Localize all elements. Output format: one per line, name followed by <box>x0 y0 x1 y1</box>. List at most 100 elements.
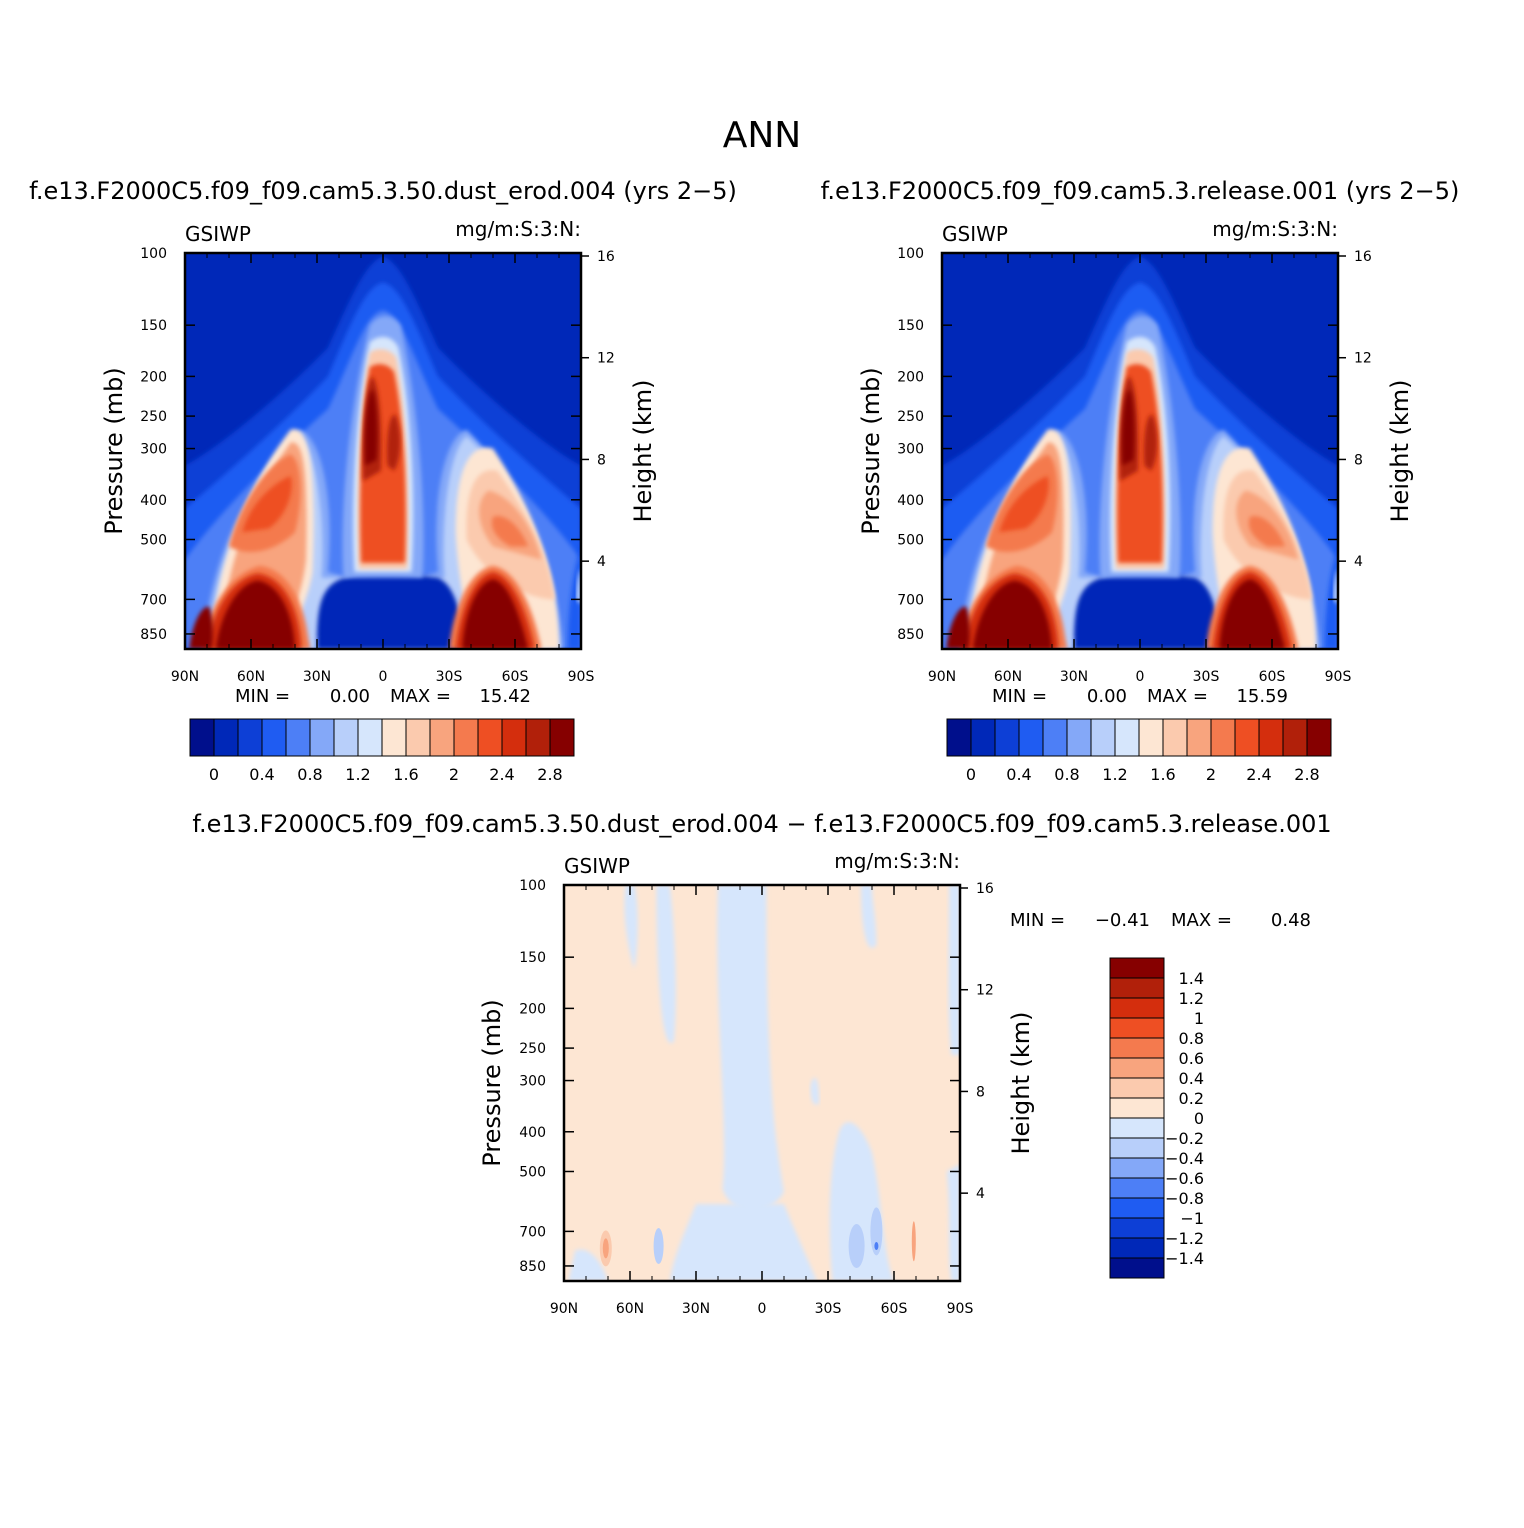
panel-right-colorbar: 0 0.4 0.8 1.2 1.6 2 2.4 2.8 <box>946 718 1332 784</box>
panel-right-contour-region <box>946 606 970 649</box>
panel-right: f.e13.F2000C5.f09_f09.cam5.3.release.001… <box>821 177 1460 784</box>
panel-left-y-tick-label: 150 <box>140 318 167 334</box>
panel-right-x-tick-label: 0 <box>1136 669 1145 685</box>
panel-diff-y-tick-label: 400 <box>519 1125 546 1141</box>
panel-left-x-tick-label: 60N <box>237 669 265 685</box>
panel-diff-colorbar-label: −0.2 <box>1165 1129 1204 1148</box>
panel-diff-negative-region <box>717 885 784 1211</box>
panel-diff-negative-region <box>946 1164 960 1281</box>
panel-right-colorbar-label: 2.8 <box>1294 765 1319 784</box>
panel-right-colorbar-box <box>1186 718 1212 757</box>
panel-left-colorbar-box <box>309 718 335 757</box>
panel-diff-x-tick-label: 90N <box>550 1301 578 1317</box>
panel-right-colorbar-box <box>1138 718 1164 757</box>
panel-diff-min-label: MIN = <box>1010 910 1065 931</box>
panel-diff-y-tick-label: 200 <box>519 1001 546 1017</box>
panel-diff-colorbar-box <box>1109 1017 1165 1039</box>
panel-diff-negative-region <box>669 1203 817 1281</box>
panel-right-x-tick-label: 30N <box>1060 669 1088 685</box>
panel-diff-y-tick-label: 500 <box>519 1164 546 1180</box>
panel-diff-colorbar-box <box>1109 1237 1165 1259</box>
panel-diff-negative-region <box>568 1249 608 1281</box>
panel-left-height-tick-label: 4 <box>597 554 606 570</box>
panel-diff-negative-anomaly <box>870 1207 883 1256</box>
panel-right-colorbar-box <box>1162 718 1188 757</box>
panel-diff-x-ticks: 90N 60N 30N 0 30S 60S 90S <box>550 885 974 1317</box>
figure-title: ANN <box>723 115 802 156</box>
panel-left-y-tick-label: 850 <box>140 627 167 643</box>
panel-right-height-axis-title: Height (km) <box>1386 380 1414 523</box>
panel-left-height-tick-label: 12 <box>597 351 615 367</box>
panel-right-min-label: MIN = <box>992 686 1047 707</box>
panel-left-min-value: 0.00 <box>330 686 370 707</box>
panel-right-y-axis-title: Pressure (mb) <box>857 367 885 534</box>
panel-right-colorbar-label: 2 <box>1206 765 1216 784</box>
panel-left-x-tick-label: 90S <box>568 669 595 685</box>
panel-diff-negative-region <box>624 885 638 969</box>
panel-right-min-value: 0.00 <box>1087 686 1127 707</box>
panel-left-colorbar-box <box>261 718 287 757</box>
panel-diff-colorbar-label: 0.8 <box>1179 1029 1204 1048</box>
panel-diff-x-tick-label: 60N <box>616 1301 644 1317</box>
panel-diff-colorbar-box <box>1109 1037 1165 1059</box>
panel-left: f.e13.F2000C5.f09_f09.cam5.3.50.dust_ero… <box>29 177 737 784</box>
panel-diff-colorbar-box <box>1109 1157 1165 1179</box>
panel-left-y-tick-label: 300 <box>140 442 167 458</box>
panel-diff-y-tick-label: 250 <box>519 1041 546 1057</box>
panel-right-y-tick-label: 850 <box>897 627 924 643</box>
panel-diff-colorbar-box <box>1109 1057 1165 1079</box>
panel-left-colorbar-label: 2.8 <box>537 765 562 784</box>
panel-right-field <box>942 253 1338 649</box>
panel-diff-colorbar-label: 0.2 <box>1179 1089 1204 1108</box>
panel-diff-variable-label: GSIWP <box>564 854 630 878</box>
panel-diff-y-tick-label: 300 <box>519 1074 546 1090</box>
panel-left-contour-region <box>491 515 529 547</box>
panel-diff-y-ticks: 100 150 200 250 300 400 500 700 850 <box>519 878 960 1275</box>
panel-left-colorbar-label: 0 <box>209 765 219 784</box>
panel-diff: f.e13.F2000C5.f09_f09.cam5.3.50.dust_ero… <box>192 810 1331 1317</box>
panel-left-x-ticks: 90N 60N 30N 0 30S 60S 90S <box>171 253 595 685</box>
panel-diff-y-tick-label: 850 <box>519 1259 546 1275</box>
panel-diff-height-tick-label: 8 <box>976 1084 985 1100</box>
panel-diff-colorbar-label: −0.6 <box>1165 1169 1204 1188</box>
panel-right-colorbar-box <box>1090 718 1116 757</box>
panel-diff-colorbar-box <box>1109 1217 1165 1239</box>
panel-diff-positive-anomaly <box>911 1221 916 1262</box>
panel-diff-negative-region <box>861 885 877 948</box>
panel-right-contour-region <box>1143 414 1158 471</box>
panel-right-height-tick-label: 12 <box>1354 351 1372 367</box>
panel-left-colorbar-label: 0.8 <box>297 765 322 784</box>
panel-right-height-tick-label: 16 <box>1354 249 1372 265</box>
panel-diff-colorbar-label: 1 <box>1194 1009 1204 1028</box>
panel-right-contour-region <box>1324 546 1338 649</box>
panel-diff-x-tick-label: 90S <box>947 1301 974 1317</box>
panel-diff-negative-anomaly <box>874 1242 879 1251</box>
panel-diff-negative-anomaly <box>653 1228 664 1265</box>
panel-right-colorbar-box <box>1234 718 1260 757</box>
panel-diff-colorbar-box <box>1109 1117 1165 1139</box>
panel-diff-colorbar-label: 1.2 <box>1179 989 1204 1008</box>
panel-left-contour-region <box>242 476 292 533</box>
panel-left-units-label: mg/m:S:3:N: <box>455 217 581 241</box>
panel-right-colorbar-box <box>1210 718 1236 757</box>
panel-left-colorbar-box <box>213 718 239 757</box>
panel-left-colorbar-box <box>285 718 311 757</box>
panel-diff-colorbar-box <box>1109 1097 1165 1119</box>
panel-right-contour-region <box>1248 515 1286 547</box>
panel-left-field <box>185 253 581 649</box>
panel-right-y-tick-label: 500 <box>897 532 924 548</box>
panel-right-y-ticks: 100 150 200 250 300 400 500 700 850 <box>897 246 1338 643</box>
panel-right-colorbar-box <box>1258 718 1284 757</box>
panel-diff-height-tick-label: 4 <box>976 1186 985 1202</box>
panel-diff-x-tick-label: 30N <box>682 1301 710 1317</box>
panel-right-x-ticks: 90N 60N 30N 0 30S 60S 90S <box>928 253 1351 685</box>
panel-diff-colorbar-label: −0.8 <box>1165 1189 1204 1208</box>
panel-right-contour-region <box>972 580 1052 649</box>
panel-diff-colorbar-label: −1 <box>1180 1209 1204 1228</box>
panel-left-x-tick-label: 30N <box>303 669 331 685</box>
panel-left-y-tick-label: 400 <box>140 493 167 509</box>
panel-left-colorbar-box <box>381 718 407 757</box>
panel-right-y-tick-label: 700 <box>897 592 924 608</box>
panel-right-units-label: mg/m:S:3:N: <box>1212 217 1338 241</box>
